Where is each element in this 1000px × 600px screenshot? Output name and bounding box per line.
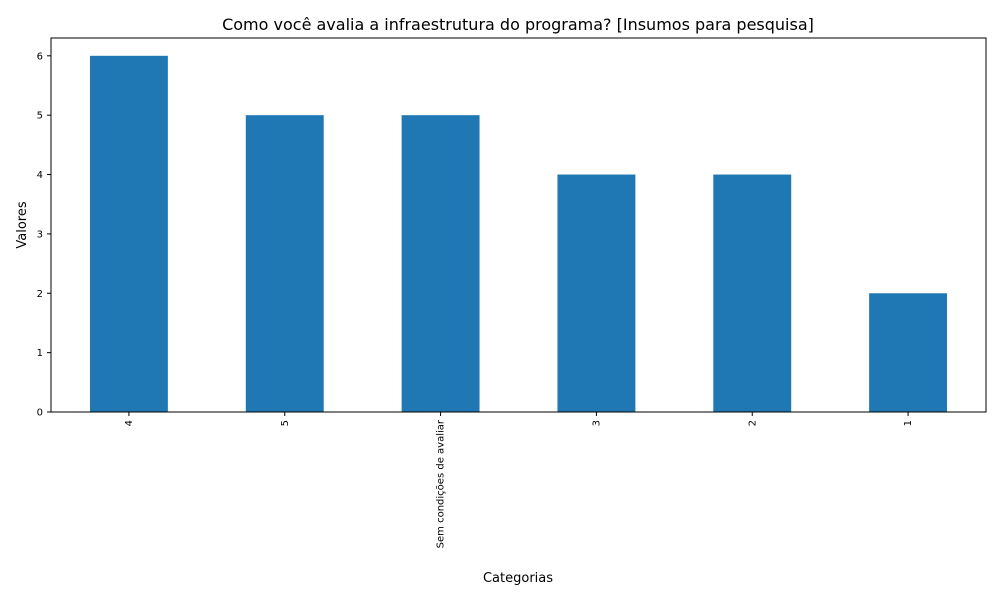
x-tick-label-2: Sem condições de avaliar [436, 419, 447, 548]
x-axis-label: Categorias [483, 571, 553, 586]
x-axis-ticks: 4 5 Sem condições de avaliar 3 2 1 [124, 412, 914, 548]
y-tick-label-5: 5 [37, 111, 43, 122]
x-tick-label-4: 2 [747, 420, 758, 426]
bar-1 [245, 115, 324, 412]
bar-3 [557, 174, 636, 412]
y-tick-label-1: 1 [37, 348, 43, 359]
y-tick-label-3: 3 [37, 229, 43, 240]
bar-5 [869, 293, 948, 412]
bar-4 [713, 174, 792, 412]
y-axis-ticks: 0 1 2 3 4 5 6 [37, 51, 51, 419]
plot-frame [50, 37, 987, 413]
x-tick-label-1: 5 [280, 420, 291, 426]
x-tick-label-3: 3 [591, 420, 602, 426]
y-axis-label: Valores [15, 201, 30, 248]
y-tick-label-4: 4 [37, 170, 43, 181]
y-tick-label-6: 6 [37, 51, 43, 62]
bar-0 [89, 55, 168, 413]
x-tick-label-0: 4 [124, 420, 135, 426]
chart-title: Como você avalia a infraestrutura do pro… [222, 15, 814, 34]
bar-2 [401, 115, 480, 412]
bars-group [89, 55, 948, 413]
x-tick-label-5: 1 [903, 420, 914, 426]
y-tick-label-2: 2 [37, 289, 43, 300]
y-tick-label-0: 0 [37, 408, 43, 419]
